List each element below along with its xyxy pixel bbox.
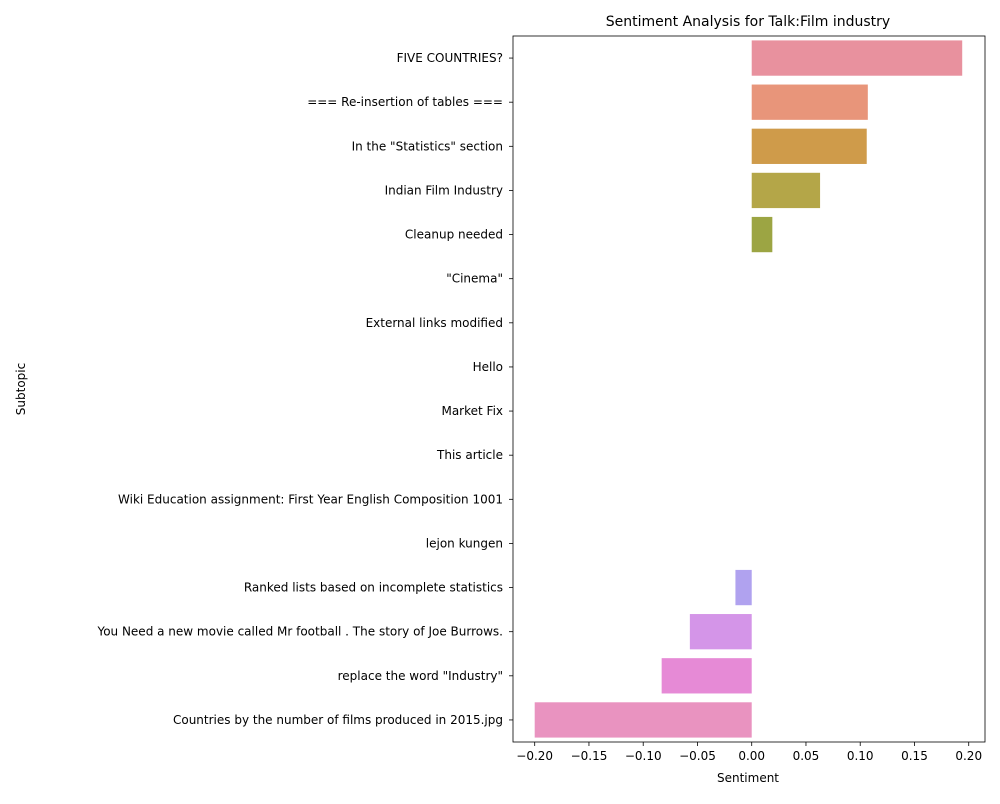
x-tick-label: −0.05 bbox=[679, 749, 716, 763]
y-tick-label: Hello bbox=[473, 360, 503, 374]
x-tick-label: −0.20 bbox=[516, 749, 553, 763]
x-tick-label: −0.15 bbox=[571, 749, 608, 763]
bar bbox=[751, 84, 868, 120]
y-tick-label: === Re-insertion of tables === bbox=[307, 95, 503, 109]
y-axis-label: Subtopic bbox=[14, 363, 28, 415]
bar bbox=[751, 40, 963, 76]
chart-title: Sentiment Analysis for Talk:Film industr… bbox=[606, 14, 890, 30]
y-tick-label: You Need a new movie called Mr football … bbox=[96, 625, 503, 639]
x-tick-label: 0.00 bbox=[738, 749, 765, 763]
y-tick-label: Wiki Education assignment: First Year En… bbox=[118, 492, 503, 506]
x-tick-label: 0.10 bbox=[847, 749, 874, 763]
y-tick-labels: FIVE COUNTRIES? === Re-insertion of table… bbox=[96, 51, 513, 727]
x-tick-label: 0.15 bbox=[901, 749, 928, 763]
bar bbox=[751, 216, 773, 253]
y-tick-label: lejon kungen bbox=[426, 536, 503, 550]
bars-group bbox=[534, 40, 963, 738]
y-tick-label: Cleanup needed bbox=[405, 228, 503, 242]
x-axis-label: Sentiment bbox=[717, 771, 779, 785]
bar bbox=[751, 172, 821, 209]
y-tick-label: This article bbox=[436, 448, 503, 462]
x-tick-label: 0.05 bbox=[793, 749, 820, 763]
bar bbox=[751, 128, 867, 164]
y-tick-label: replace the word "Industry" bbox=[338, 669, 503, 683]
y-tick-label: Market Fix bbox=[441, 404, 503, 418]
y-tick-label: "Cinema" bbox=[446, 272, 503, 286]
y-tick-label: In the "Statistics" section bbox=[352, 139, 503, 153]
bar bbox=[661, 658, 752, 694]
bar bbox=[689, 614, 752, 650]
x-tick-label: 0.20 bbox=[955, 749, 982, 763]
x-tick-labels: −0.20 −0.15 −0.10 −0.05 0.00 0.05 0.10 0.15 0.20 bbox=[516, 742, 982, 763]
y-tick-label: Indian Film Industry bbox=[385, 183, 503, 197]
bar bbox=[735, 569, 752, 606]
y-tick-label: FIVE COUNTRIES? bbox=[397, 51, 503, 65]
bar bbox=[534, 702, 752, 738]
x-tick-label: −0.10 bbox=[625, 749, 662, 763]
axes-group bbox=[512, 35, 986, 743]
plot-frame bbox=[512, 35, 986, 743]
y-tick-label: Countries by the number of films produce… bbox=[173, 713, 503, 727]
y-tick-label: Ranked lists based on incomplete statist… bbox=[244, 581, 503, 595]
y-tick-label: External links modified bbox=[366, 316, 503, 330]
